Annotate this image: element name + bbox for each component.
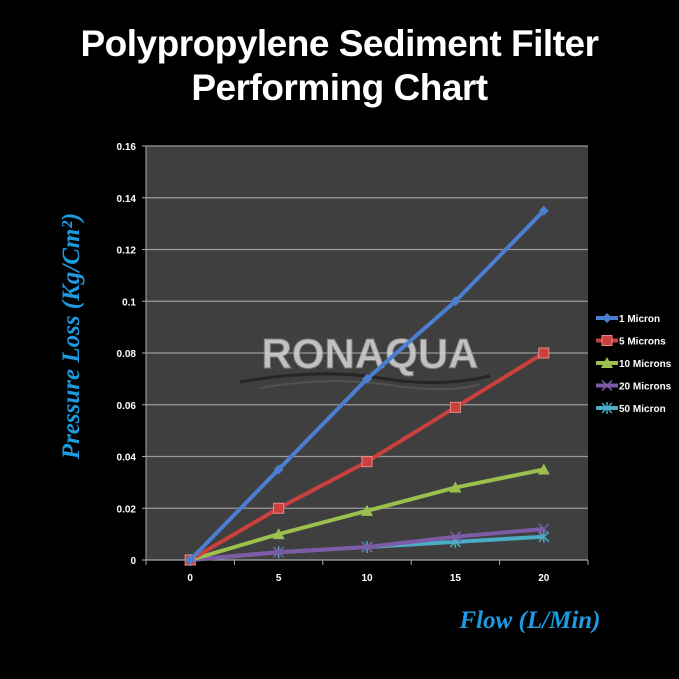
data-point bbox=[361, 504, 373, 516]
data-point bbox=[538, 205, 549, 216]
data-point bbox=[185, 555, 196, 565]
legend-item: 10 Microns bbox=[596, 357, 672, 370]
title-line-1: Polypropylene Sediment Filter bbox=[80, 23, 599, 64]
x-tick-label: 0 bbox=[187, 573, 193, 584]
y-tick-label: 0.04 bbox=[117, 453, 137, 464]
logo-wave bbox=[259, 380, 481, 391]
marker-stroke bbox=[449, 531, 461, 543]
data-point bbox=[272, 528, 285, 540]
legend-item: 1 Micron bbox=[596, 313, 660, 325]
x-tick-label: 10 bbox=[361, 573, 373, 584]
data-point bbox=[449, 481, 462, 493]
x-axis-label: Flow (L/Min) bbox=[459, 607, 601, 634]
data-point bbox=[361, 456, 373, 468]
x-tick-label: 15 bbox=[450, 573, 462, 584]
legend-label: 10 Microns bbox=[619, 359, 672, 370]
legend-label: 5 Microns bbox=[619, 337, 666, 348]
legend-label: 1 Micron bbox=[619, 314, 660, 325]
data-point bbox=[538, 523, 550, 535]
x-tick-label: 20 bbox=[538, 573, 550, 584]
y-tick-label: 0.08 bbox=[117, 349, 137, 360]
data-point bbox=[537, 463, 550, 475]
y-tick-label: 0 bbox=[130, 556, 136, 567]
data-point bbox=[601, 357, 613, 368]
logo-text: RONAQUA bbox=[262, 330, 479, 377]
data-point bbox=[273, 502, 285, 514]
y-tick-label: 0.06 bbox=[117, 401, 137, 412]
data-point bbox=[450, 296, 461, 307]
legend-item: 5 Microns bbox=[596, 335, 666, 348]
chart-title: Polypropylene Sediment Filter Performing… bbox=[0, 22, 679, 110]
y-tick-label: 0.1 bbox=[122, 297, 136, 308]
y-tick-label: 0.12 bbox=[117, 246, 137, 257]
logo-wave bbox=[239, 372, 491, 385]
title-line-2: Performing Chart bbox=[191, 67, 488, 108]
data-point bbox=[361, 541, 373, 553]
legend-label: 20 Microns bbox=[619, 382, 672, 393]
legend-item: 50 Micron bbox=[596, 402, 666, 415]
data-point bbox=[273, 546, 285, 558]
y-tick-label: 0.16 bbox=[117, 142, 137, 153]
marker-stroke bbox=[538, 523, 550, 535]
data-point bbox=[538, 347, 550, 359]
y-axis-label: Pressure Loss (Kg/Cm²) bbox=[58, 212, 85, 460]
data-point bbox=[362, 373, 372, 384]
marker-stroke bbox=[601, 379, 613, 392]
legend-item: 20 Microns bbox=[596, 379, 672, 393]
data-point bbox=[601, 379, 613, 392]
ronaqua-logo: RONAQUA bbox=[239, 330, 491, 391]
data-point bbox=[449, 401, 461, 413]
y-tick-label: 0.14 bbox=[117, 194, 137, 205]
x-tick-label: 5 bbox=[276, 573, 282, 584]
data-point bbox=[601, 335, 613, 346]
marker-stroke bbox=[361, 541, 373, 553]
data-point bbox=[449, 531, 461, 543]
series-1-micron bbox=[185, 205, 549, 565]
data-point bbox=[538, 530, 550, 543]
marker-stroke bbox=[273, 546, 285, 558]
data-point bbox=[273, 464, 284, 475]
data-point bbox=[601, 402, 613, 414]
legend-label: 50 Micron bbox=[619, 404, 666, 415]
y-tick-label: 0.02 bbox=[117, 504, 137, 515]
data-point bbox=[602, 313, 612, 323]
